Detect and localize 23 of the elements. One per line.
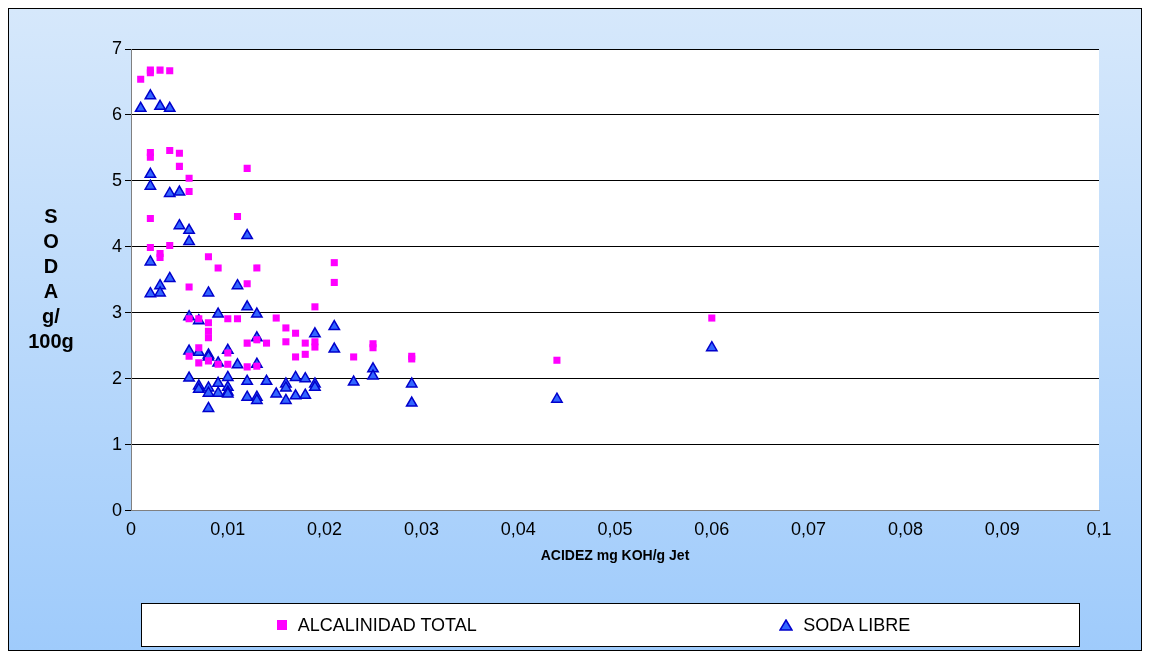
y-tick-label: 1	[112, 433, 123, 454]
x-tick-label: 0,1	[1086, 519, 1112, 540]
y-tick-label: 0	[112, 499, 123, 520]
y-axis-title: SODA g/100g	[27, 204, 75, 354]
legend-label: SODA LIBRE	[803, 614, 911, 636]
y-tick-label: 2	[112, 367, 123, 388]
x-tick-label: 0,08	[887, 519, 923, 540]
x-tick-label: 0,06	[694, 519, 730, 540]
x-tick-label: 0,05	[597, 519, 633, 540]
x-tick-label: 0,01	[210, 519, 246, 540]
y-tick-label: 6	[112, 103, 123, 124]
legend-label: ALCALINIDAD TOTAL	[297, 614, 477, 636]
y-tick-label: 4	[112, 235, 123, 256]
x-tick-label: 0,09	[984, 519, 1020, 540]
x-tick-label: 0,02	[307, 519, 343, 540]
y-tick-label: 3	[112, 301, 123, 322]
x-tick-label: 0,04	[500, 519, 536, 540]
y-tick-label: 5	[112, 169, 123, 190]
x-axis-title: ACIDEZ mg KOH/g Jet	[540, 547, 690, 564]
x-tick-label: 0,07	[791, 519, 827, 540]
y-tick-label: 7	[112, 37, 123, 58]
x-tick-label: 0,03	[403, 519, 439, 540]
x-tick-label: 0	[126, 519, 137, 540]
